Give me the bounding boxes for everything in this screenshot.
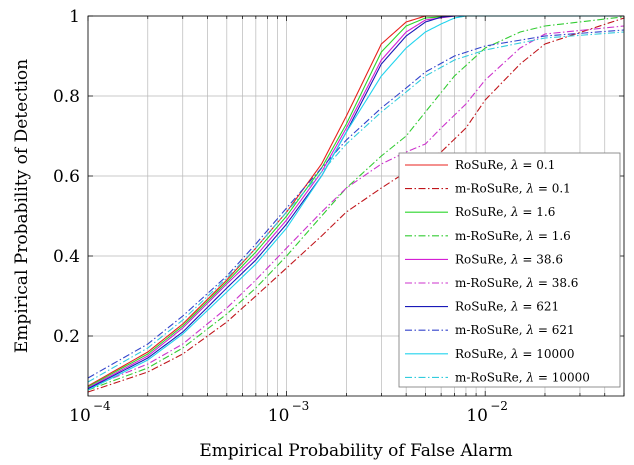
x-tick-label: 10: [69, 406, 91, 426]
legend-label: RoSuRe, λ = 621: [455, 300, 559, 314]
series-line-9: [87, 15, 624, 391]
series-line-2: [87, 17, 625, 393]
y-tick-label: 1: [69, 7, 80, 27]
legend-box: [398, 152, 621, 388]
x-tick-exponent: −4: [93, 399, 111, 413]
x-tick-exponent: −2: [490, 399, 508, 413]
y-tick-label: 0.8: [53, 87, 80, 107]
legend-label: RoSuRe, λ = 1.6: [455, 205, 555, 219]
y-axis-label: Empirical Probability of Detection: [12, 59, 32, 353]
x-tick-exponent: −3: [292, 399, 310, 413]
legend-label: m-RoSuRe, λ = 10000: [455, 370, 590, 384]
legend-label: RoSuRe, λ = 38.6: [455, 252, 563, 266]
legend-label: m-RoSuRe, λ = 1.6: [455, 229, 571, 243]
series-line-10: [87, 31, 625, 383]
legend-label: m-RoSuRe, λ = 0.1: [455, 182, 571, 196]
legend-label: m-RoSuRe, λ = 621: [455, 323, 575, 337]
y-tick-label: 0.6: [53, 167, 80, 187]
y-tick-label: 0.2: [53, 327, 80, 347]
x-tick-label: 10: [466, 406, 488, 426]
legend: RoSuRe, λ = 0.1 m-RoSuRe, λ = 0.1 RoSuRe, …: [398, 152, 621, 388]
x-axis-label: Empirical Probability of False Alarm: [199, 441, 512, 461]
legend-label: m-RoSuRe, λ = 38.6: [455, 276, 578, 290]
plot-frame: [87, 15, 625, 397]
series-line-8: [87, 29, 625, 379]
y-tick-label: 0.4: [53, 247, 80, 267]
legend-label: RoSuRe, λ = 10000: [455, 347, 574, 361]
series-line-4: [87, 16, 625, 391]
legend-label: RoSuRe, λ = 0.1: [455, 158, 555, 172]
x-tick-label: 10: [268, 406, 290, 426]
